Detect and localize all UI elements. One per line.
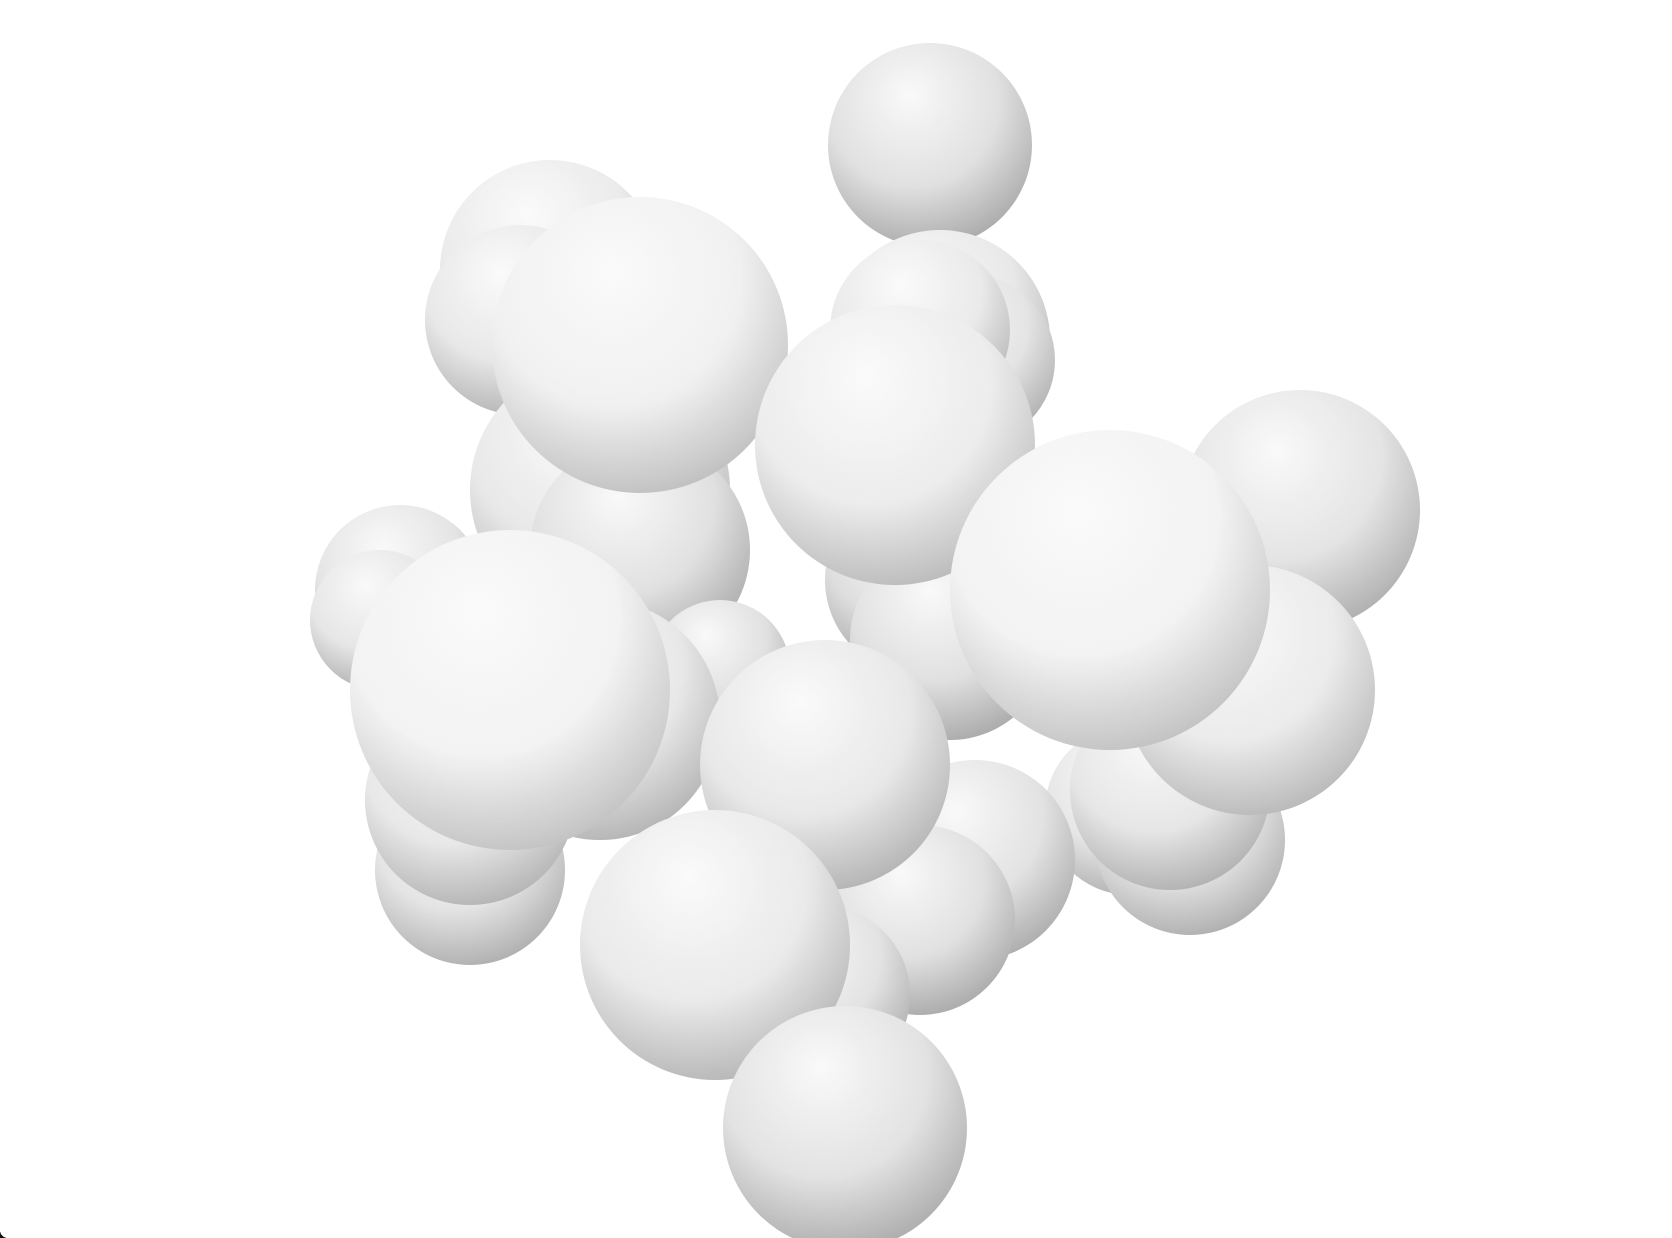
sphere [723,1006,967,1238]
sphere [950,430,1270,750]
sphere [580,810,850,1080]
sphere [828,43,1032,247]
corner-artifact [0,1230,8,1238]
sphere [755,305,1035,585]
sphere [350,530,670,850]
sphere [492,197,788,493]
